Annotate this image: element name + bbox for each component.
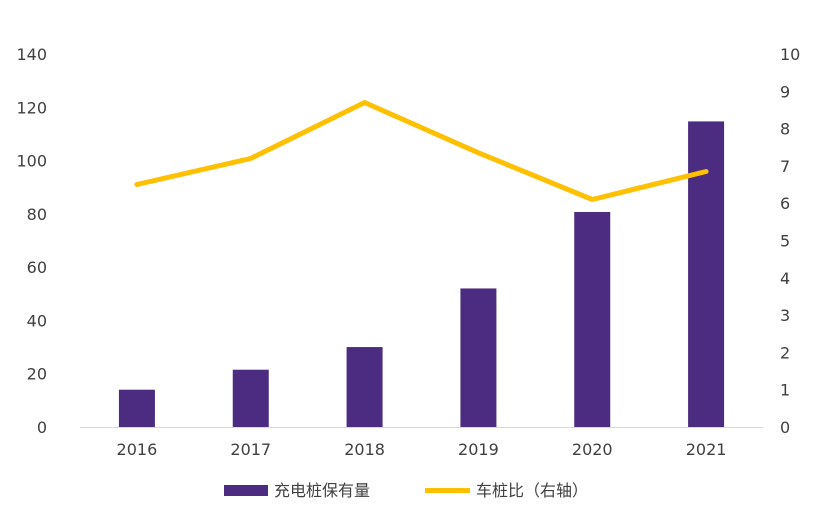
line-series (134, 100, 709, 202)
right-tick-label-0: 0 (780, 418, 790, 437)
right-axis-ticks: 0 1 2 3 4 5 6 7 8 9 10 (780, 45, 800, 437)
category-label-2017: 2017 (230, 440, 271, 459)
legend-line-label: 车桩比（右轴） (476, 481, 588, 500)
left-tick-label-6: 120 (16, 98, 47, 117)
right-tick-label-8: 8 (780, 120, 790, 139)
category-label-2019: 2019 (458, 440, 499, 459)
category-label-2020: 2020 (572, 440, 613, 459)
category-labels: 2016 2017 2018 2019 2020 2021 (117, 440, 727, 459)
left-tick-label-5: 100 (16, 152, 47, 171)
right-tick-label-2: 2 (780, 343, 790, 362)
left-tick-label-7: 140 (16, 45, 47, 64)
left-tick-label-3: 60 (27, 258, 47, 277)
ratio-line (134, 100, 709, 202)
right-tick-label-5: 5 (780, 232, 790, 251)
legend-bar-label: 充电桩保有量 (274, 481, 370, 500)
bar-2018 (346, 347, 383, 427)
right-tick-label-3: 3 (780, 306, 790, 325)
left-tick-label-2: 40 (27, 311, 47, 330)
bar-2017 (232, 369, 269, 427)
left-axis-ticks: 0 20 40 60 80 100 120 140 (16, 45, 47, 437)
bar-2020 (574, 211, 611, 427)
category-label-2021: 2021 (686, 440, 727, 459)
left-tick-label-0: 0 (37, 418, 47, 437)
right-tick-label-1: 1 (780, 381, 790, 400)
right-tick-label-10: 10 (780, 45, 800, 64)
category-label-2016: 2016 (117, 440, 158, 459)
right-tick-label-4: 4 (780, 269, 790, 288)
bar-series (118, 121, 725, 427)
right-tick-label-6: 6 (780, 194, 790, 213)
legend: 充电桩保有量 车桩比（右轴） (224, 481, 588, 500)
bar-2019 (460, 288, 497, 427)
category-label-2018: 2018 (344, 440, 385, 459)
left-tick-label-4: 80 (27, 205, 47, 224)
legend-bar-swatch (224, 485, 268, 496)
bar-2021 (688, 121, 725, 427)
bar-2016 (118, 389, 155, 427)
right-tick-label-9: 9 (780, 82, 790, 101)
right-tick-label-7: 7 (780, 157, 790, 176)
left-tick-label-1: 20 (27, 365, 47, 384)
